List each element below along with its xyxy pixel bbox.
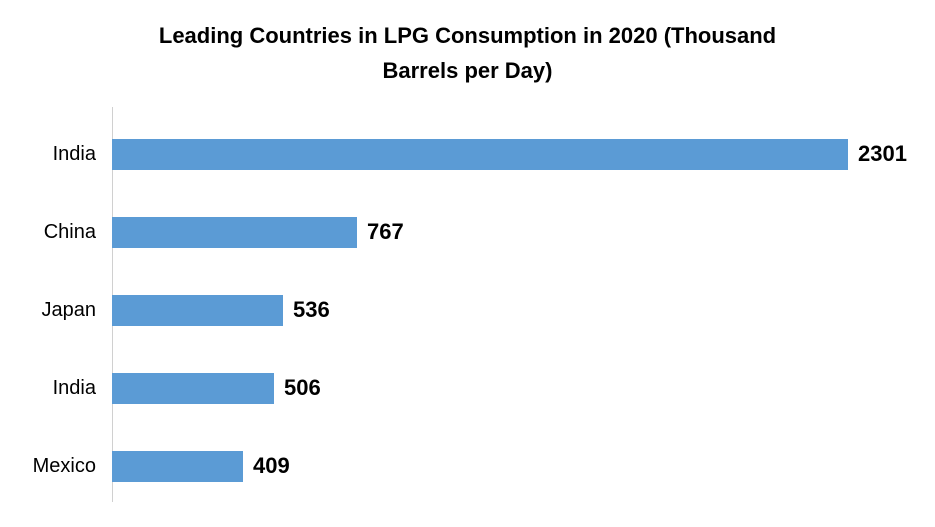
chart-title-line2: Barrels per Day) — [382, 58, 553, 83]
category-label: India — [52, 376, 96, 399]
category-label: Japan — [41, 298, 97, 321]
bar — [112, 138, 848, 170]
bar-row: India 2301 — [0, 115, 935, 193]
bar-track: 506 — [112, 372, 935, 404]
bar — [112, 294, 283, 326]
value-label: 409 — [253, 453, 290, 478]
bar-rows: India 2301 China 767 Japan 536 India 506 Mexico 4… — [0, 115, 935, 505]
bar-row: India 506 — [0, 349, 935, 427]
value-label: 536 — [293, 297, 330, 322]
bar — [112, 450, 243, 482]
bar-row: Japan 536 — [0, 271, 935, 349]
category-label: Mexico — [32, 454, 96, 477]
category-label: China — [43, 220, 96, 243]
category-label: India — [52, 142, 96, 165]
bar-row: Mexico 409 — [0, 427, 935, 505]
bar-track: 536 — [112, 294, 935, 326]
value-label: 506 — [284, 375, 321, 400]
chart-title-line1: Leading Countries in LPG Consumption in … — [158, 23, 777, 48]
bar — [112, 216, 357, 248]
bar-row: China 767 — [0, 193, 935, 271]
value-label: 2301 — [858, 141, 907, 166]
value-label: 767 — [367, 219, 404, 244]
bar — [112, 372, 274, 404]
bar-track: 767 — [112, 216, 935, 248]
bar-track: 2301 — [112, 138, 935, 170]
chart-title: Leading Countries in LPG Consumption in … — [0, 18, 935, 88]
bar-track: 409 — [112, 450, 935, 482]
